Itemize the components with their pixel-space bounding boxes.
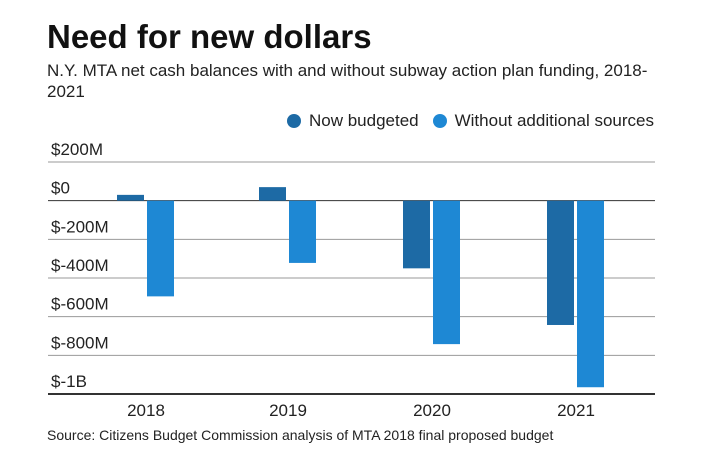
legend-swatch: [432, 114, 447, 128]
y-tick-label: $-200M: [51, 217, 109, 236]
legend-swatch: [286, 114, 301, 128]
bar-2020-without-additional: [433, 200, 460, 345]
bar-2021-without-additional: [577, 200, 604, 388]
bar-2021-now-budgeted: [547, 200, 574, 325]
y-tick-label: $-400M: [51, 256, 109, 275]
legend-label: Now budgeted: [308, 111, 419, 130]
x-tick-label: 2018: [127, 401, 165, 420]
bar-2018-without-additional: [147, 200, 174, 297]
bar-2018-now-budgeted: [117, 194, 144, 201]
bar-2020-now-budgeted: [403, 200, 430, 269]
y-tick-label: $-800M: [51, 333, 109, 352]
y-tick-label: $200M: [51, 140, 103, 159]
y-tick-label: $-600M: [51, 295, 109, 314]
bar-2019-now-budgeted: [259, 187, 286, 201]
legend: Now budgeted Without additional sources: [286, 111, 654, 131]
legend-label: Without additional sources: [454, 111, 654, 130]
x-tick-label: 2021: [557, 401, 595, 420]
x-tick-label: 2020: [413, 401, 451, 420]
bar-2019-without-additional: [289, 200, 316, 263]
x-tick-label: 2019: [269, 401, 307, 420]
chart-subtitle: N.Y. MTA net cash balances with and with…: [47, 61, 648, 101]
chart-title: Need for new dollars: [47, 18, 372, 55]
source-note: Source: Citizens Budget Commission analy…: [47, 427, 554, 443]
legend-item-without-additional: Without additional sources: [432, 111, 654, 131]
y-tick-label: $-1B: [51, 372, 87, 391]
y-tick-label: $0: [51, 179, 70, 198]
legend-item-now-budgeted: Now budgeted: [286, 111, 419, 131]
